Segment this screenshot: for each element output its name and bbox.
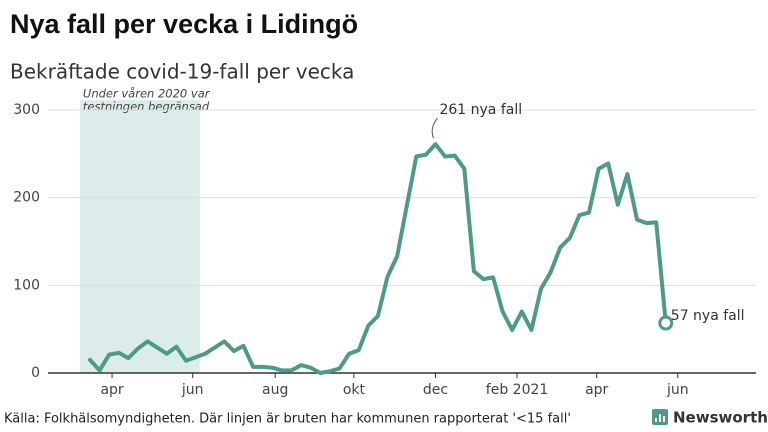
x-tick-label: jun: [666, 382, 689, 398]
x-tick-label: apr: [585, 382, 608, 398]
x-tick-label: apr: [100, 382, 123, 398]
annotation: 261 nya fall: [439, 102, 522, 118]
brand-name: Newsworthy: [673, 409, 768, 427]
x-tick-label: feb 2021: [486, 382, 549, 398]
y-tick-label: 0: [31, 365, 40, 381]
y-tick-label: 100: [13, 277, 40, 293]
x-tick-label: jun: [181, 382, 204, 398]
x-tick-label: okt: [343, 382, 366, 398]
x-tick-label: aug: [262, 382, 288, 398]
chart-title: Nya fall per vecka i Lidingö: [10, 9, 358, 39]
x-tick-label: dec: [423, 382, 448, 398]
source: Källa: Folkhälsomyndigheten. Där linjen …: [4, 412, 571, 427]
end-marker: [658, 315, 674, 331]
shaded-label: Under våren 2020 var: [83, 87, 211, 101]
chart-subtitle: Bekräftade covid-19-fall per vecka: [10, 60, 354, 84]
shaded-label: testningen begränsad: [83, 100, 210, 114]
shaded-region: [79, 100, 200, 373]
y-tick-label: 200: [13, 190, 40, 206]
brand-logo: Newsworthy: [652, 409, 768, 427]
y-tick-label: 300: [13, 102, 40, 118]
annotation-leader: [431, 117, 438, 139]
data-line: [88, 142, 668, 375]
annotation: 57 nya fall: [671, 308, 745, 324]
